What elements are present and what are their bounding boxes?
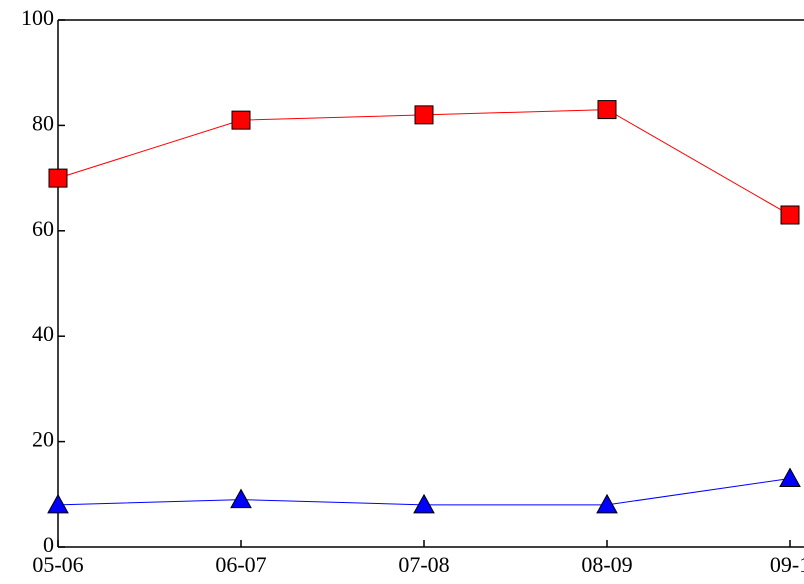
y-tick-label: 80 [32, 110, 54, 135]
marker-triangle [413, 493, 435, 514]
y-tick-label: 20 [32, 427, 54, 452]
marker-square [231, 110, 251, 130]
x-tick-label: 07-08 [398, 552, 449, 577]
marker-triangle [47, 493, 69, 514]
x-tick-label: 09-1 [770, 552, 804, 577]
marker-square [597, 100, 617, 120]
marker-square [780, 205, 800, 225]
x-tick-label: 05-06 [32, 552, 83, 577]
y-tick-label: 60 [32, 216, 54, 241]
y-tick-label: 0 [43, 532, 54, 557]
x-tick-label: 08-09 [581, 552, 632, 577]
y-tick-label: 100 [21, 5, 54, 30]
x-tick-label: 06-07 [215, 552, 266, 577]
marker-triangle [596, 493, 618, 514]
marker-triangle [230, 488, 252, 509]
marker-triangle [779, 467, 801, 487]
marker-square [48, 168, 68, 188]
y-tick-label: 40 [32, 321, 54, 346]
marker-square [414, 105, 434, 125]
series-line [57, 109, 791, 216]
